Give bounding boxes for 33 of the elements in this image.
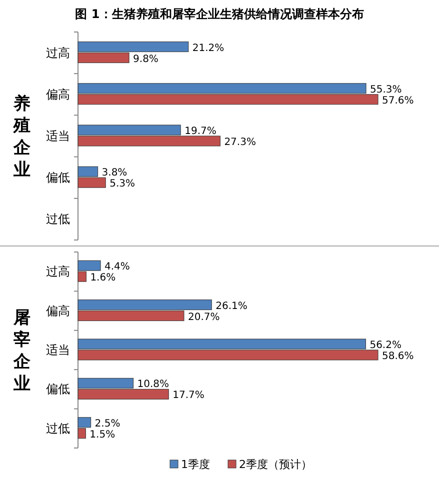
data-label: 58.6% (382, 351, 414, 362)
y-tick-label: 适当 (46, 129, 70, 143)
y-tick-label: 适当 (46, 343, 70, 357)
data-label: 17.7% (172, 390, 204, 402)
y-tick-label: 过低 (46, 421, 70, 436)
y-tick-label: 偏低 (46, 170, 70, 185)
data-label: 3.8% (102, 168, 128, 179)
y-tick-label: 偏高 (46, 87, 70, 102)
chart-title: 图 1：生猪养殖和屠宰企业生猪供给情况调查样本分布 (75, 7, 364, 21)
data-label: 10.8% (137, 379, 170, 390)
data-label: 27.3% (224, 137, 256, 148)
data-label: 21.2% (192, 42, 224, 54)
data-label: 1.6% (90, 272, 116, 284)
y-axis-title: 养殖企业 (12, 94, 32, 180)
y-tick-label: 过高 (46, 46, 70, 60)
data-label: 4.4% (104, 262, 130, 273)
y-tick-label: 偏高 (46, 304, 70, 318)
legend-label: 2季度（预计） (239, 458, 312, 471)
data-label: 1.5% (90, 429, 116, 440)
y-axis-title: 屠宰企业 (12, 308, 32, 394)
data-label: 5.3% (110, 178, 136, 190)
data-label: 26.1% (216, 300, 248, 312)
legend-label: 1季度 (181, 458, 210, 471)
data-label: 19.7% (184, 126, 216, 137)
y-tick-label: 偏低 (46, 382, 70, 396)
data-label: 2.5% (94, 418, 120, 430)
y-tick-label: 过高 (46, 264, 70, 279)
data-label: 56.2% (370, 340, 402, 351)
data-label: 20.7% (188, 312, 220, 323)
data-label: 57.6% (382, 95, 414, 106)
y-tick-label: 过低 (46, 212, 70, 226)
data-label: 9.8% (133, 54, 158, 65)
data-label: 55.3% (370, 84, 402, 96)
